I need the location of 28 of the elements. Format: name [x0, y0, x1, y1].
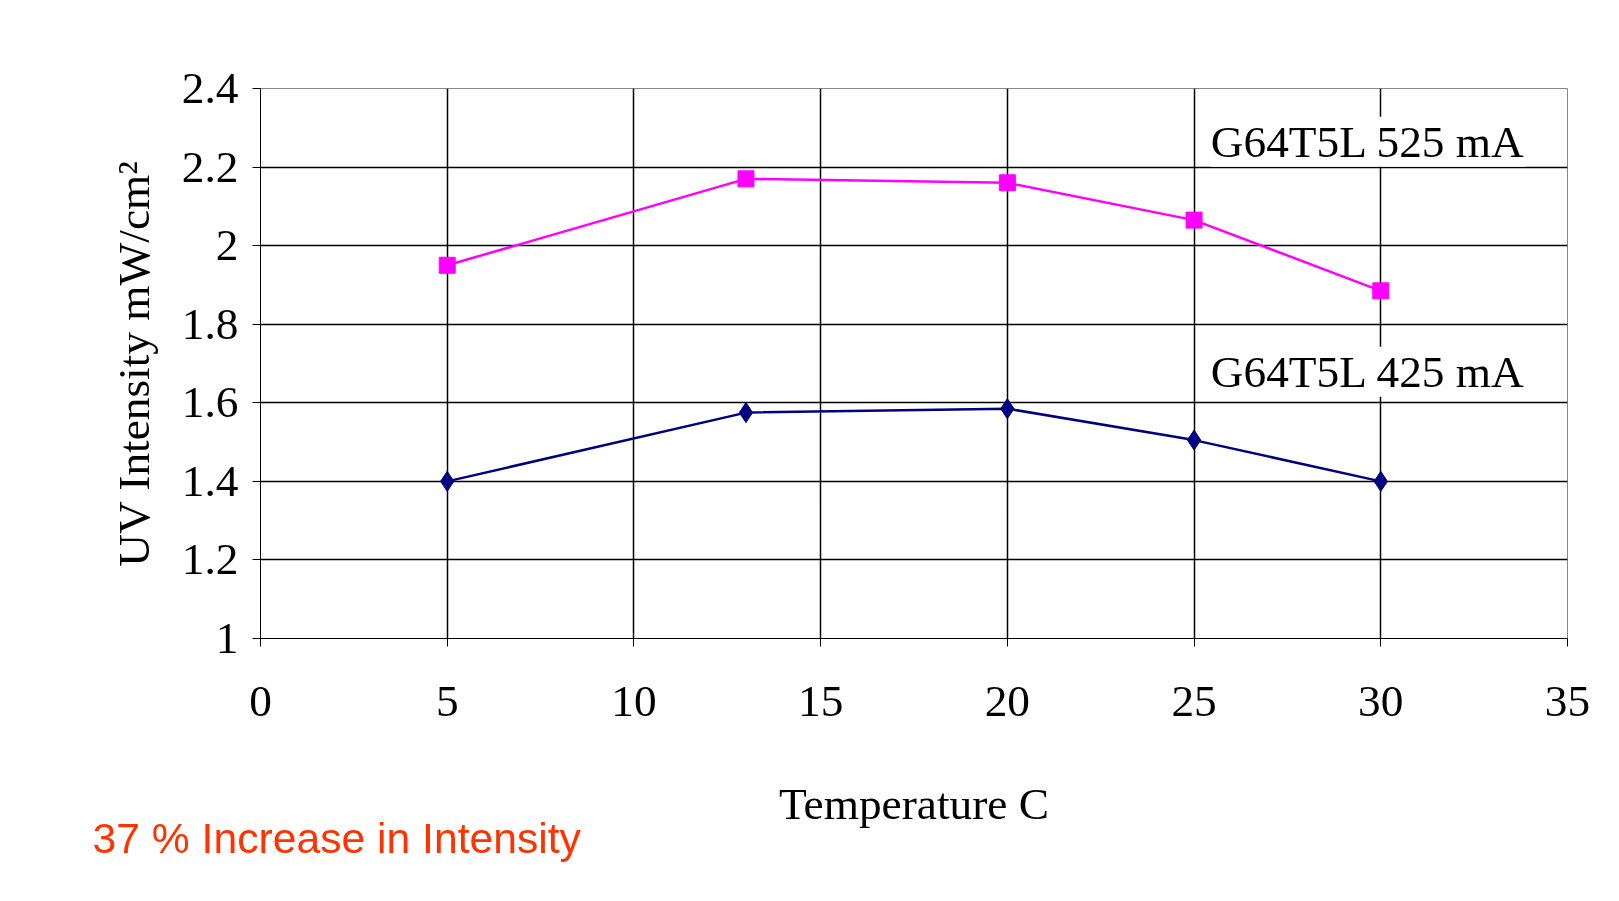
x-tick-label: 5 [435, 675, 459, 726]
series-label: G64T5L 425 mA [1210, 346, 1525, 397]
text: 37 % Increase in Intensity [92, 813, 582, 862]
y-tick-label: 2.4 [181, 63, 239, 113]
x-tick-label: 0 [249, 675, 272, 726]
x-tick-label: 35 [1544, 675, 1591, 726]
y-tick-label: 1.6 [181, 377, 239, 428]
y-tick-label: 1 [215, 613, 239, 663]
x-tick-label: 15 [797, 675, 844, 726]
point [1186, 429, 1202, 451]
series-label: G64T5L 525 mA [1210, 116, 1525, 167]
point [998, 174, 1016, 192]
x-tick-label: 30 [1358, 675, 1404, 726]
point [738, 402, 754, 424]
x-axis-title: Temperature C [779, 778, 1049, 829]
y-tick-label: 1.8 [181, 298, 239, 349]
point [1185, 211, 1203, 229]
point [438, 256, 456, 274]
y-tick-label: 2.2 [181, 141, 239, 192]
x-tick-label: 20 [984, 675, 1031, 726]
y-axis-title: UV Intensity mW/cm² [108, 161, 159, 567]
x-tick-label: 25 [1171, 675, 1217, 726]
y-tick-label: 1.2 [181, 534, 239, 585]
y-tick-label: 2 [215, 220, 239, 271]
point [1372, 282, 1390, 300]
point [737, 170, 755, 188]
x-tick-label: 10 [611, 675, 657, 726]
y-tick-label: 1.4 [181, 455, 239, 506]
